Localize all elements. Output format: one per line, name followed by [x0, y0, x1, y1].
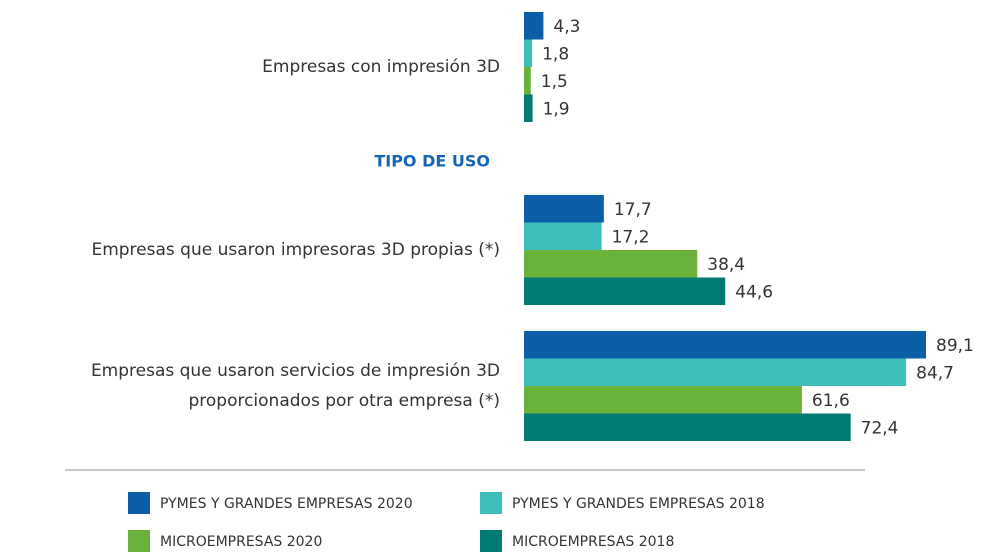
category-label: Empresas que usaron impresoras 3D propia…	[91, 240, 500, 260]
legend-swatch	[480, 530, 502, 552]
category-label: Empresas que usaron servicios de impresi…	[90, 361, 500, 411]
value-label: 89,1	[936, 336, 974, 356]
value-label: 61,6	[812, 391, 850, 411]
bar	[524, 413, 851, 441]
legend-label: PYMES Y GRANDES EMPRESAS 2020	[160, 496, 413, 512]
value-label: 17,7	[614, 200, 652, 220]
legend-swatch	[480, 492, 502, 514]
legend-swatch	[128, 492, 150, 514]
bar	[524, 195, 604, 223]
bar	[524, 358, 907, 386]
value-label: 1,9	[543, 99, 570, 119]
section-label: TIPO DE USO	[374, 152, 490, 171]
value-label: 1,5	[541, 72, 568, 92]
value-label: 17,2	[612, 227, 650, 247]
bar	[524, 12, 544, 40]
bar	[524, 94, 533, 122]
bar	[524, 277, 726, 305]
bar	[524, 331, 926, 359]
legend-label: MICROEMPRESAS 2020	[160, 534, 322, 550]
value-label: 38,4	[707, 255, 745, 275]
legend-label: MICROEMPRESAS 2018	[512, 534, 674, 550]
value-label: 44,6	[735, 282, 773, 302]
category-label: Empresas con impresión 3D	[262, 57, 500, 77]
value-label: 84,7	[916, 363, 954, 383]
legend-swatch	[128, 530, 150, 552]
value-label: 1,8	[542, 44, 569, 64]
legend-label: PYMES Y GRANDES EMPRESAS 2018	[512, 496, 765, 512]
value-label: 72,4	[861, 418, 899, 438]
bar	[524, 222, 602, 250]
value-label: 4,3	[553, 17, 580, 37]
bar	[524, 386, 802, 414]
bar	[524, 67, 531, 95]
bar	[524, 250, 698, 278]
bar	[524, 39, 533, 67]
